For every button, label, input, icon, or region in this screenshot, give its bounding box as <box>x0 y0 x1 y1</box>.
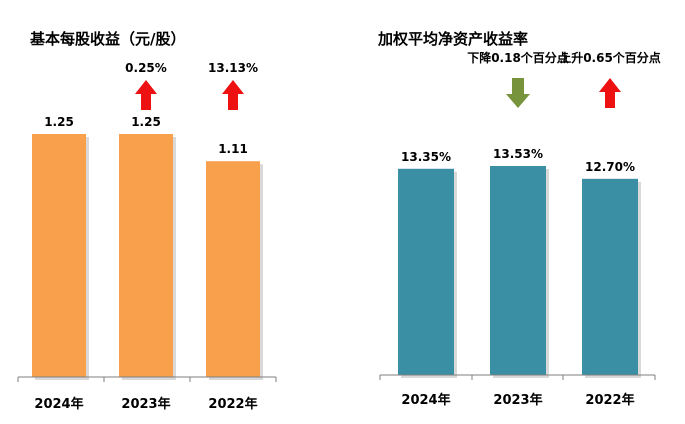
roe-value-label: 13.35% <box>401 150 451 164</box>
roe-value-label: 12.70% <box>585 160 635 174</box>
eps-change-label: 13.13% <box>208 61 258 75</box>
roe-chart-title: 加权平均净资产收益率 <box>378 30 529 48</box>
roe-category-label: 2024年 <box>401 392 450 408</box>
eps-value-label: 1.11 <box>218 142 248 156</box>
eps-value-label: 1.25 <box>44 115 74 129</box>
arrow-down-icon <box>506 78 530 108</box>
roe-change-label: 上升0.65个百分点 <box>559 50 661 65</box>
roe-bar <box>398 168 454 375</box>
roe-bar <box>582 178 638 375</box>
roe-bar <box>490 166 546 375</box>
eps-value-label: 1.25 <box>131 115 161 129</box>
eps-bar <box>119 134 173 377</box>
roe-category-label: 2023年 <box>493 392 542 408</box>
eps-change-label: 0.25% <box>125 61 167 75</box>
arrow-up-icon <box>135 80 157 110</box>
roe-change-label: 下降0.18个百分点 <box>467 50 569 65</box>
eps-bar <box>32 134 86 377</box>
eps-category-label: 2023年 <box>121 396 170 412</box>
arrow-up-icon <box>599 78 621 108</box>
eps-bar <box>206 161 260 377</box>
arrow-up-icon <box>222 80 244 110</box>
roe-value-label: 13.53% <box>493 147 543 161</box>
roe-category-label: 2022年 <box>585 392 634 408</box>
eps-category-label: 2024年 <box>34 396 83 412</box>
eps-category-label: 2022年 <box>208 396 257 412</box>
eps-chart-title: 基本每股收益（元/股） <box>30 30 186 48</box>
